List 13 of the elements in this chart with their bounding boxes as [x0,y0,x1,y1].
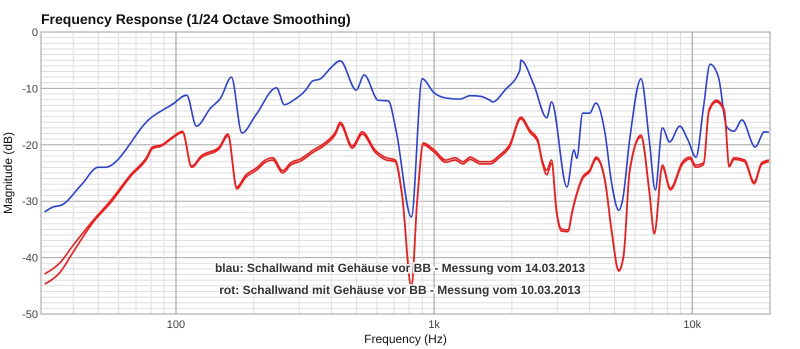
chart-title: Frequency Response (1/24 Octave Smoothing) [41,11,351,27]
y-tick-label: -10 [22,83,38,96]
y-tick-label: 0 [32,27,38,39]
y-axis-title: Magnitude (dB) [1,132,15,214]
x-tick-label: 100 [166,319,186,331]
x-tick-label: 10k [683,319,702,331]
y-tick-label: -30 [22,196,38,208]
x-axis-title: Frequency (Hz) [364,332,447,346]
y-tick-label: -50 [22,309,38,321]
annotation: rot: Schallwand mit Gehäuse vor BB - Messung vom 10.03.2013 [219,283,582,297]
y-tick-label: -20 [22,140,38,152]
x-tick-label: 1k [428,319,440,331]
y-tick-label: -40 [22,252,38,265]
